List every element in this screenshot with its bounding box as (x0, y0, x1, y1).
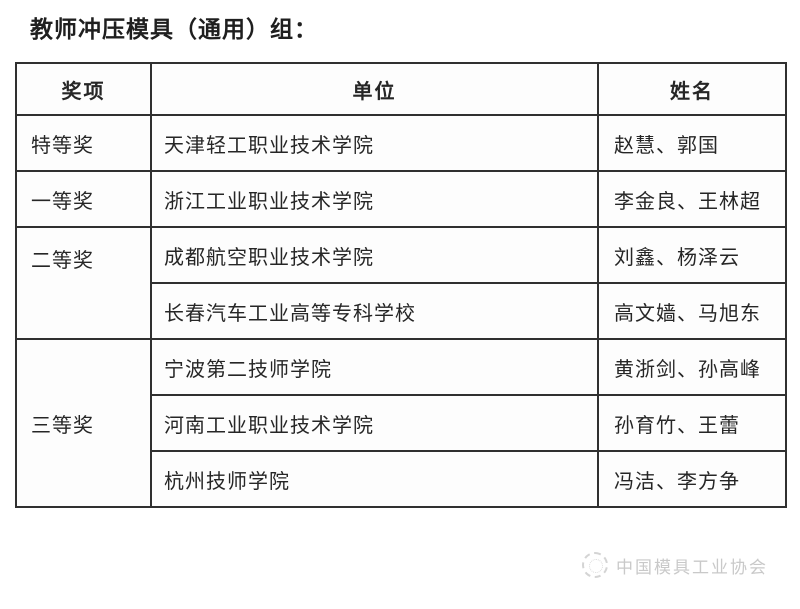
names-cell: 刘鑫、杨泽云 (597, 226, 787, 284)
watermark: 中国模具工业协会 (582, 552, 768, 578)
table-row: 杭州技师学院 冯洁、李方争 (16, 450, 787, 508)
unit-cell: 宁波第二技师学院 (150, 338, 599, 396)
column-header-award: 奖项 (15, 62, 152, 116)
table-row: 一等奖 浙江工业职业技术学院 李金良、王林超 (15, 170, 787, 228)
table-row: 二等奖 成都航空职业技术学院 刘鑫、杨泽云 (15, 226, 787, 340)
association-emblem-icon (582, 552, 608, 578)
watermark-text: 中国模具工业协会 (616, 557, 768, 577)
award-results-table: 奖项 单位 姓名 特等奖 天津轻工职业技术学院 赵慧、郭国 一等奖 浙江工业职业… (15, 62, 787, 508)
names-cell: 孙育竹、王蕾 (597, 394, 787, 452)
page-title: 教师冲压模具（通用）组： (30, 17, 318, 42)
names-cell: 冯洁、李方争 (597, 450, 787, 508)
table-row: 长春汽车工业高等专科学校 高文嫱、马旭东 (16, 282, 787, 340)
column-header-unit: 单位 (150, 62, 599, 116)
table-row: 河南工业职业技术学院 孙育竹、王蕾 (16, 394, 787, 452)
unit-cell: 河南工业职业技术学院 (150, 394, 599, 452)
award-cell-first-prize: 一等奖 (15, 170, 152, 228)
unit-cell: 浙江工业职业技术学院 (150, 170, 599, 228)
table-row: 特等奖 天津轻工职业技术学院 赵慧、郭国 (15, 114, 787, 172)
unit-cell: 杭州技师学院 (150, 450, 599, 508)
unit-cell: 天津轻工职业技术学院 (150, 114, 599, 172)
unit-cell: 成都航空职业技术学院 (150, 226, 599, 284)
column-header-name: 姓名 (597, 62, 787, 116)
table-header-row: 奖项 单位 姓名 (15, 62, 787, 116)
names-cell: 高文嫱、马旭东 (597, 282, 787, 340)
award-cell-special-prize: 特等奖 (15, 114, 152, 172)
table-row: 三等奖 宁波第二技师学院 黄浙剑、孙高峰 (15, 338, 787, 508)
award-cell-third-prize: 三等奖 (15, 338, 152, 508)
names-cell: 赵慧、郭国 (597, 114, 787, 172)
unit-cell: 长春汽车工业高等专科学校 (150, 282, 599, 340)
names-cell: 李金良、王林超 (597, 170, 787, 228)
names-cell: 黄浙剑、孙高峰 (597, 338, 787, 396)
award-cell-second-prize: 二等奖 (15, 226, 152, 340)
